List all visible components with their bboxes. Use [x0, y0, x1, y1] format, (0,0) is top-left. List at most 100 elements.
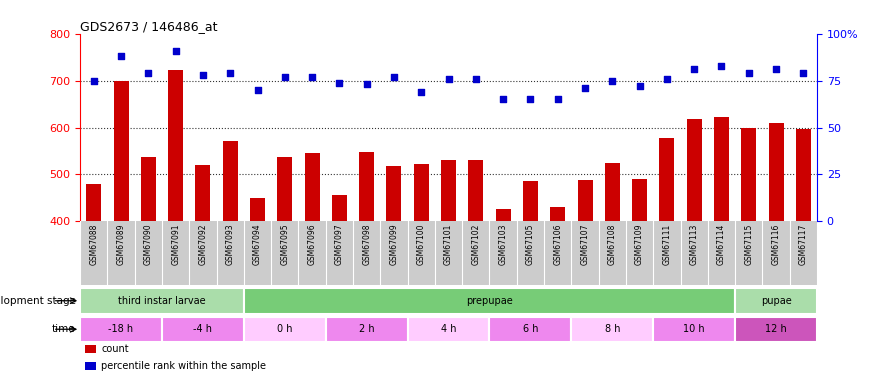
Bar	[468, 160, 483, 375]
Bar	[769, 123, 783, 375]
Text: GSM67097: GSM67097	[335, 224, 344, 266]
Bar	[278, 157, 292, 375]
Point	[797, 70, 811, 76]
Point	[142, 70, 156, 76]
Point	[715, 63, 729, 69]
Bar	[523, 182, 538, 375]
Bar	[496, 209, 511, 375]
Point	[86, 78, 101, 84]
Bar	[222, 141, 238, 375]
Bar	[441, 160, 456, 375]
Text: -4 h: -4 h	[193, 324, 213, 334]
Bar	[326, 316, 408, 342]
Text: GSM67102: GSM67102	[472, 224, 481, 265]
Text: GSM67092: GSM67092	[198, 224, 207, 265]
Text: 4 h: 4 h	[441, 324, 457, 334]
Point	[305, 74, 320, 80]
Text: GSM67100: GSM67100	[417, 224, 425, 265]
Bar	[408, 316, 490, 342]
Text: GSM67111: GSM67111	[662, 224, 671, 265]
Bar	[490, 316, 571, 342]
Text: GSM67106: GSM67106	[554, 224, 562, 265]
Point	[496, 96, 510, 102]
Bar	[735, 288, 817, 314]
Point	[196, 72, 210, 78]
Bar	[659, 138, 675, 375]
Bar	[168, 70, 183, 375]
Point	[523, 96, 538, 102]
Text: percentile rank within the sample: percentile rank within the sample	[101, 361, 266, 371]
Point	[551, 96, 565, 102]
Text: GSM67099: GSM67099	[390, 224, 399, 266]
Bar	[250, 198, 265, 375]
Text: time: time	[52, 324, 76, 334]
Point	[441, 76, 456, 82]
Text: GSM67108: GSM67108	[608, 224, 617, 265]
Text: GSM67114: GSM67114	[717, 224, 726, 265]
Bar	[304, 153, 320, 375]
Bar	[605, 163, 619, 375]
Text: GSM67101: GSM67101	[444, 224, 453, 265]
Text: GSM67095: GSM67095	[280, 224, 289, 266]
Point	[605, 78, 619, 84]
Bar	[332, 195, 347, 375]
Bar	[80, 288, 244, 314]
Bar	[196, 165, 210, 375]
Bar	[653, 316, 735, 342]
Text: -18 h: -18 h	[109, 324, 134, 334]
Text: GSM67091: GSM67091	[171, 224, 180, 265]
Bar	[741, 128, 756, 375]
Point	[250, 87, 264, 93]
Text: 6 h: 6 h	[522, 324, 538, 334]
Text: development stage: development stage	[0, 296, 76, 306]
Bar	[414, 164, 429, 375]
Point	[414, 89, 428, 95]
Bar	[578, 180, 593, 375]
Point	[659, 76, 674, 82]
Point	[332, 80, 346, 86]
Text: GSM67103: GSM67103	[498, 224, 507, 265]
Bar	[360, 152, 374, 375]
Point	[360, 81, 374, 87]
Bar	[141, 157, 156, 375]
Bar	[114, 81, 128, 375]
Bar	[735, 316, 817, 342]
Text: GSM67089: GSM67089	[117, 224, 125, 265]
Bar	[386, 166, 401, 375]
Text: GSM67093: GSM67093	[226, 224, 235, 266]
Bar	[687, 119, 701, 375]
Text: GSM67113: GSM67113	[690, 224, 699, 265]
Text: GSM67116: GSM67116	[772, 224, 781, 265]
Point	[168, 48, 182, 54]
Bar	[80, 316, 162, 342]
Bar	[550, 207, 565, 375]
Text: GSM67096: GSM67096	[308, 224, 317, 266]
Text: 12 h: 12 h	[765, 324, 787, 334]
Text: GSM67109: GSM67109	[635, 224, 644, 265]
Text: GSM67117: GSM67117	[799, 224, 808, 265]
Text: GSM67115: GSM67115	[744, 224, 753, 265]
Point	[769, 66, 783, 72]
Bar	[86, 184, 101, 375]
Text: 2 h: 2 h	[359, 324, 375, 334]
Text: GDS2673 / 146486_at: GDS2673 / 146486_at	[80, 20, 217, 33]
Text: GSM67094: GSM67094	[253, 224, 262, 266]
Text: 0 h: 0 h	[277, 324, 293, 334]
Text: 10 h: 10 h	[684, 324, 705, 334]
Point	[223, 70, 238, 76]
Point	[114, 53, 128, 59]
Text: prepupae: prepupae	[466, 296, 513, 306]
Bar	[244, 288, 735, 314]
Bar	[632, 179, 647, 375]
Point	[578, 85, 592, 91]
Text: GSM67090: GSM67090	[144, 224, 153, 266]
Point	[633, 83, 647, 89]
Bar	[571, 316, 653, 342]
Bar	[714, 117, 729, 375]
Bar	[162, 316, 244, 342]
Text: 8 h: 8 h	[604, 324, 620, 334]
Text: GSM67105: GSM67105	[526, 224, 535, 265]
Point	[387, 74, 401, 80]
Text: GSM67107: GSM67107	[580, 224, 589, 265]
Text: GSM67098: GSM67098	[362, 224, 371, 265]
